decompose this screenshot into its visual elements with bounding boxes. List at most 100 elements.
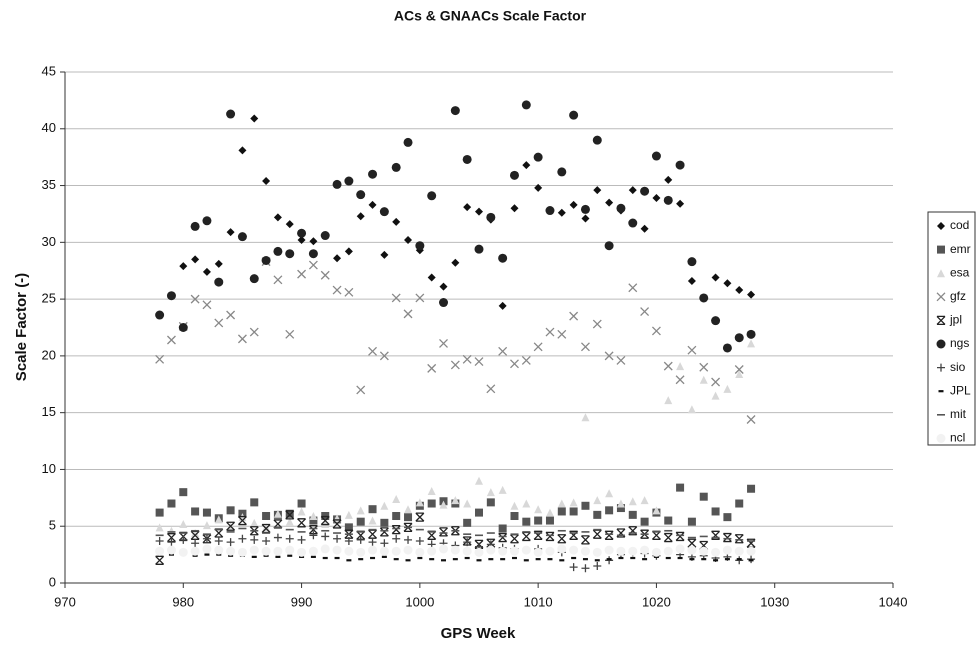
- point: [155, 310, 165, 320]
- point: [297, 518, 307, 528]
- point: [734, 546, 744, 556]
- point: [605, 198, 614, 207]
- point: [652, 506, 661, 515]
- point: [569, 507, 578, 516]
- point: [273, 546, 283, 556]
- point: [699, 492, 708, 501]
- point: [285, 220, 294, 229]
- point: [380, 250, 389, 259]
- point: [735, 286, 744, 295]
- point: [451, 496, 460, 505]
- y-tick-label: 15: [42, 404, 56, 419]
- point: [534, 516, 543, 525]
- chart-title: ACs & GNAACs Scale Factor: [394, 8, 587, 24]
- point: [344, 536, 353, 545]
- y-tick-label: 25: [42, 291, 56, 306]
- point: [356, 530, 366, 540]
- point: [427, 546, 437, 556]
- point: [699, 540, 709, 551]
- point: [722, 343, 732, 353]
- point: [261, 523, 271, 534]
- point: [580, 204, 590, 214]
- point: [214, 515, 223, 524]
- point: [392, 217, 401, 226]
- point: [616, 546, 626, 556]
- point: [522, 161, 531, 170]
- y-tick-label: 20: [42, 347, 56, 362]
- point: [475, 508, 483, 517]
- point: [711, 507, 720, 516]
- point: [663, 532, 673, 543]
- point: [190, 530, 200, 540]
- point: [640, 545, 650, 555]
- x-tick-label: 1030: [760, 594, 789, 609]
- x-tick-label: 1010: [524, 594, 553, 609]
- point: [250, 518, 259, 527]
- point: [344, 546, 354, 556]
- point: [415, 512, 425, 522]
- point: [534, 183, 543, 192]
- point: [486, 488, 495, 497]
- point: [605, 506, 614, 515]
- point: [297, 236, 306, 245]
- x-tick-label: 980: [172, 594, 194, 609]
- point: [297, 228, 307, 238]
- point: [368, 516, 377, 525]
- point: [427, 487, 436, 496]
- point: [179, 535, 188, 544]
- point: [214, 277, 224, 287]
- point: [593, 496, 602, 505]
- point: [498, 346, 508, 356]
- point: [463, 203, 472, 212]
- point: [415, 241, 425, 251]
- x-tick-label: 990: [291, 594, 313, 609]
- point: [308, 249, 318, 259]
- point: [262, 523, 271, 532]
- point: [202, 534, 211, 543]
- point: [273, 213, 282, 222]
- point: [332, 519, 342, 529]
- point: [190, 294, 200, 304]
- point: [651, 530, 661, 540]
- point: [676, 362, 685, 371]
- point: [557, 208, 566, 217]
- point: [616, 528, 626, 538]
- point: [640, 496, 649, 505]
- y-tick-label: 35: [42, 177, 56, 192]
- point: [214, 318, 224, 328]
- point: [533, 547, 543, 557]
- legend-label: sio: [950, 360, 966, 374]
- point: [640, 307, 650, 317]
- point: [297, 535, 306, 544]
- point: [214, 528, 224, 538]
- point: [191, 529, 200, 538]
- point: [463, 518, 472, 527]
- point: [699, 293, 709, 303]
- point: [510, 204, 519, 213]
- point: [474, 547, 484, 557]
- point: [249, 327, 259, 337]
- point: [545, 531, 555, 542]
- x-tick-label: 1000: [405, 594, 434, 609]
- point: [191, 255, 200, 264]
- point: [179, 519, 188, 528]
- point: [439, 500, 448, 509]
- point: [285, 510, 295, 520]
- point: [166, 291, 176, 301]
- point: [628, 186, 637, 195]
- point: [214, 536, 223, 545]
- point: [202, 508, 211, 517]
- point: [356, 385, 366, 395]
- x-tick-label: 970: [54, 594, 76, 609]
- point: [391, 524, 401, 535]
- point: [392, 534, 401, 543]
- point: [534, 505, 543, 514]
- point: [711, 530, 721, 540]
- point: [237, 547, 247, 557]
- point: [687, 276, 696, 285]
- point: [332, 545, 342, 555]
- point: [462, 354, 472, 364]
- point: [155, 536, 164, 545]
- point: [486, 498, 495, 507]
